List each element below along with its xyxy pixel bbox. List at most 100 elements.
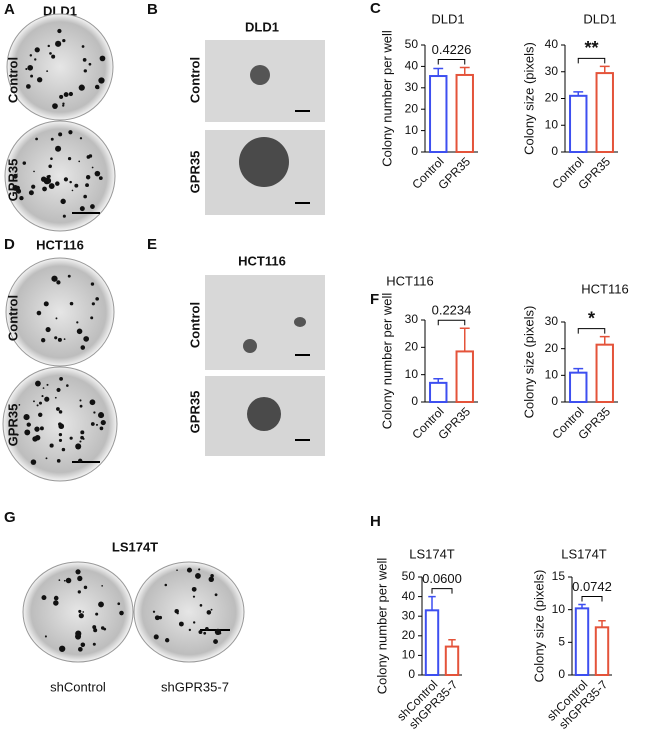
colony-dot	[90, 422, 95, 426]
row-label: Control	[5, 295, 20, 341]
colony-dot	[67, 156, 72, 161]
colony-dot	[153, 634, 159, 640]
panel-letter: A	[4, 1, 15, 18]
colony-dot	[199, 604, 203, 607]
colony-dot	[63, 92, 69, 98]
colony-dot	[78, 458, 83, 463]
colony-dot	[16, 188, 22, 194]
colony-dot	[58, 410, 63, 414]
colony-dot	[68, 91, 73, 97]
y-tick-label: 50	[405, 37, 419, 51]
bar	[455, 73, 474, 153]
colony-dot	[68, 130, 73, 135]
bar	[569, 94, 588, 153]
colony-dot	[38, 412, 43, 417]
colony-dot	[88, 154, 93, 158]
colony-dot	[90, 316, 94, 320]
y-tick-label: 15	[552, 569, 566, 583]
panel-b: B DLD1 Control GPR35	[147, 1, 325, 215]
colony-dot	[48, 183, 55, 190]
significance-bracket	[577, 57, 606, 64]
bar	[444, 645, 460, 677]
colony-dot	[63, 579, 66, 582]
y-tick-label: 40	[402, 589, 416, 603]
colony-dot	[44, 396, 50, 402]
colony-dot	[95, 612, 99, 616]
y-tick-label: 0	[408, 667, 415, 681]
annotation: **	[584, 38, 598, 58]
colony-dot	[58, 422, 62, 427]
y-tick-label: 0	[558, 667, 565, 681]
colony-dot	[79, 399, 82, 402]
colony-dot	[41, 338, 46, 343]
row-label: GPR35	[5, 159, 20, 202]
colony-dot	[59, 645, 66, 652]
y-tick-label: 20	[405, 101, 419, 115]
colony-dot	[50, 157, 53, 160]
bar	[569, 371, 588, 403]
colony-dot	[54, 396, 57, 399]
colony-dot	[69, 301, 74, 306]
colony-dot	[16, 433, 19, 436]
colony-dot	[62, 102, 65, 105]
colony-dot	[164, 638, 170, 643]
y-tick-label: 30	[405, 80, 419, 94]
colony-dot	[176, 612, 179, 615]
panel-title: LS174T	[112, 539, 158, 554]
colony-dot	[55, 145, 62, 152]
colony-dot	[90, 282, 95, 286]
colony-dot	[41, 595, 47, 601]
column-label: shControl	[50, 679, 106, 694]
colony-dot	[102, 628, 105, 630]
colony	[294, 317, 306, 327]
y-tick-label: 30	[545, 314, 559, 328]
significance-bracket	[437, 58, 466, 65]
colony-dot	[53, 595, 59, 601]
bar	[429, 381, 448, 404]
panel-a: A DLD1 Control GPR35	[4, 1, 116, 232]
row-label: Control	[187, 302, 202, 348]
colony-dot	[203, 631, 207, 635]
colony-dot	[50, 137, 54, 141]
colony-dot	[83, 194, 87, 199]
y-tick-label: 30	[402, 608, 416, 622]
colony-dot	[36, 310, 42, 316]
colony-dot	[82, 58, 87, 62]
colony-dot	[26, 422, 31, 427]
colony	[243, 339, 257, 353]
error-bar	[448, 638, 456, 647]
colony-dot	[98, 77, 105, 84]
colony-dot	[44, 177, 52, 184]
y-tick-label: 0	[411, 144, 418, 158]
colony-dot	[59, 94, 64, 99]
colony-dot	[42, 186, 47, 192]
colony-dot	[188, 628, 191, 632]
colony-dot	[95, 297, 99, 301]
colony-dot	[51, 275, 58, 282]
colony-dot	[78, 160, 81, 163]
colony-dot	[31, 184, 36, 189]
colony-dot	[30, 459, 37, 465]
colony-dot	[49, 443, 54, 448]
colony	[250, 65, 270, 85]
colony	[239, 137, 289, 187]
error-bar	[459, 327, 470, 352]
colony-dot	[58, 432, 63, 437]
colony-dot	[78, 613, 84, 619]
colony-dot	[24, 429, 31, 436]
y-tick-label: 20	[545, 341, 559, 355]
colony-dot	[32, 436, 38, 442]
colony-dot	[18, 403, 21, 406]
panel-e: E HCT116 Control GPR35	[147, 236, 325, 456]
colony-dot	[35, 137, 38, 141]
colony-dot	[88, 62, 92, 66]
colony-dot	[33, 400, 35, 403]
colony-dot	[95, 423, 99, 426]
panel-letter: F	[370, 291, 379, 308]
significance-bracket	[577, 328, 606, 334]
colony-dot	[176, 569, 178, 571]
panel-g: G LS174T shControl shGPR35-7	[4, 509, 245, 694]
